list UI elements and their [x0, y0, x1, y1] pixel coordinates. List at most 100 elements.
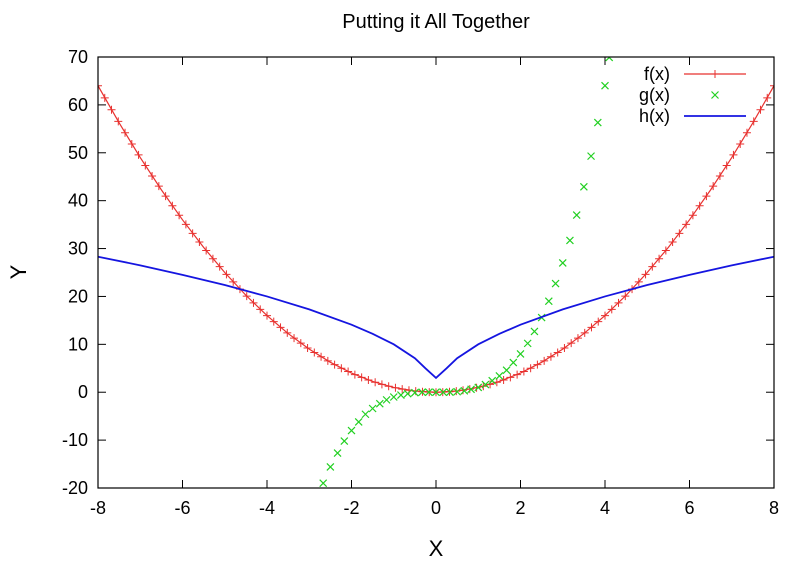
cross-marker [410, 388, 419, 397]
y-tick-label: 60 [68, 95, 88, 115]
cross-marker [509, 358, 518, 367]
plus-marker [695, 201, 704, 210]
plus-marker [141, 161, 150, 170]
cross-marker [572, 211, 581, 219]
plus-marker [641, 270, 650, 279]
plus-marker [222, 270, 231, 279]
y-tick-label: 0 [78, 382, 88, 402]
plus-marker [398, 385, 407, 394]
cross-marker [530, 327, 539, 336]
plus-marker [249, 298, 258, 307]
x-axis-label: X [429, 536, 444, 561]
plus-marker [371, 378, 380, 387]
cross-marker [446, 388, 454, 397]
plus-marker [317, 352, 326, 361]
legend-marker [711, 70, 719, 78]
plus-marker [357, 373, 366, 382]
plus-marker [98, 81, 102, 90]
x-tick-label: -6 [174, 498, 190, 518]
legend-label: f(x) [644, 64, 670, 84]
y-tick-label: 10 [68, 334, 88, 354]
plus-marker [587, 323, 596, 332]
cross-marker [340, 437, 349, 445]
plus-marker [668, 238, 677, 247]
plus-marker [276, 323, 285, 332]
plus-marker [242, 292, 251, 301]
cross-marker [439, 388, 448, 397]
cross-marker [347, 426, 356, 435]
cross-marker [375, 399, 384, 408]
plus-marker [303, 343, 312, 352]
cross-marker [551, 279, 560, 288]
plus-marker [296, 339, 305, 348]
plus-marker [330, 360, 339, 369]
cross-marker [453, 387, 462, 396]
y-tick-label: 40 [68, 191, 88, 211]
plus-marker [127, 139, 136, 148]
y-tick-label: 20 [68, 286, 88, 306]
x-tick-label: 2 [515, 498, 525, 518]
plus-marker [702, 192, 711, 201]
plus-marker [560, 343, 569, 352]
cross-marker [523, 339, 532, 348]
cross-marker [403, 389, 412, 398]
plus-marker [499, 375, 508, 384]
plus-marker [715, 171, 724, 180]
chart-title: Putting it All Together [342, 11, 530, 33]
plus-marker [763, 93, 772, 102]
x-tick-label: 0 [431, 498, 441, 518]
cross-marker [432, 388, 440, 397]
cross-marker [502, 366, 511, 375]
plus-marker [465, 385, 474, 394]
plus-marker [195, 238, 204, 247]
cross-marker [495, 372, 504, 380]
plus-marker [121, 128, 130, 137]
plus-marker [506, 373, 515, 382]
x-tick-label: 6 [684, 498, 694, 518]
cross-marker [460, 386, 469, 395]
x-tick-label: -4 [259, 498, 275, 518]
plus-marker [688, 211, 697, 220]
plus-marker [323, 356, 332, 365]
plus-marker [621, 292, 630, 301]
x-tick-label: 4 [600, 498, 610, 518]
cross-marker [467, 385, 475, 394]
plus-marker [533, 360, 542, 369]
plus-marker [661, 246, 670, 255]
plus-marker [486, 380, 495, 389]
plus-marker [655, 254, 664, 263]
plus-marker [269, 317, 278, 326]
plus-marker [634, 277, 643, 286]
cross-marker [397, 391, 405, 400]
plus-marker [722, 161, 731, 170]
plus-marker [540, 356, 549, 365]
plus-marker [553, 348, 562, 357]
cross-marker [601, 81, 609, 90]
plus-marker [736, 139, 745, 148]
cross-marker [361, 410, 370, 419]
plus-marker [770, 81, 774, 90]
series-0 [98, 81, 774, 397]
x-tick-label: -2 [343, 498, 359, 518]
cross-marker [424, 388, 433, 397]
x-tick-label: 8 [769, 498, 779, 518]
cross-marker [488, 376, 497, 385]
series-1 [319, 57, 614, 488]
cross-marker [418, 388, 426, 397]
y-tick-label: 70 [68, 47, 88, 67]
plus-marker [215, 262, 224, 271]
plus-marker [580, 328, 589, 337]
plus-marker [526, 364, 535, 373]
cross-marker [368, 404, 377, 413]
cross-marker [319, 479, 328, 488]
cross-marker [593, 118, 602, 127]
plus-marker [175, 211, 184, 220]
plus-marker [749, 117, 758, 126]
cross-marker [566, 236, 574, 245]
cross-marker [382, 395, 391, 404]
plus-marker [263, 311, 271, 320]
series-2 [98, 255, 774, 380]
legend-marker [711, 91, 719, 99]
plus-marker [188, 229, 197, 238]
